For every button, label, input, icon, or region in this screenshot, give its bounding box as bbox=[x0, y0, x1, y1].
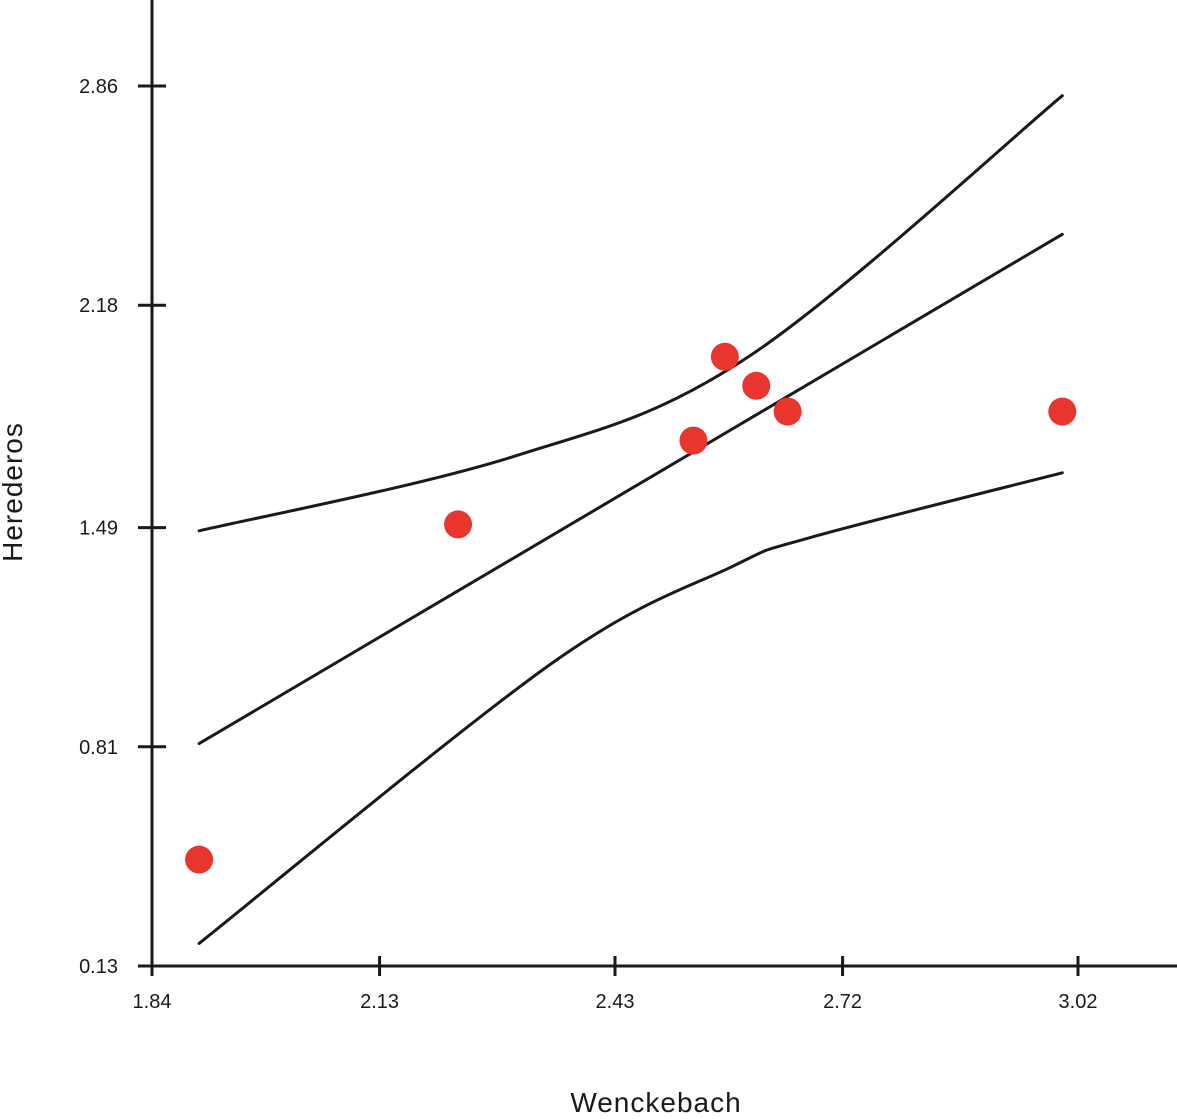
x-axis-title: Wenckebach bbox=[570, 1087, 741, 1118]
y-tick-label: 0.81 bbox=[79, 737, 118, 759]
band-lines bbox=[197, 94, 1064, 945]
y-tick-label: 2.18 bbox=[79, 295, 118, 317]
y-tick-label: 0.13 bbox=[79, 956, 118, 978]
x-ticks: 1.84 2.13 2.43 2.72 3.02 bbox=[133, 956, 1098, 1013]
data-point bbox=[444, 510, 473, 539]
data-points bbox=[185, 342, 1077, 874]
axes bbox=[150, 0, 1177, 968]
data-point bbox=[710, 342, 739, 371]
x-tick-label: 2.43 bbox=[596, 991, 635, 1013]
data-point bbox=[185, 845, 214, 874]
fit-line bbox=[197, 232, 1064, 746]
data-point bbox=[773, 397, 802, 426]
data-point bbox=[1048, 397, 1077, 426]
x-tick-label: 1.84 bbox=[133, 991, 172, 1013]
x-tick-label: 3.02 bbox=[1059, 991, 1098, 1013]
x-tick-label: 2.13 bbox=[360, 991, 399, 1013]
upper-band-line bbox=[197, 94, 1064, 533]
y-ticks: 0.13 0.81 1.49 2.18 2.86 bbox=[79, 76, 166, 978]
y-tick-label: 2.86 bbox=[79, 76, 118, 98]
lower-band-line bbox=[197, 471, 1064, 945]
y-axis-title: Herederos bbox=[0, 422, 28, 562]
data-point bbox=[742, 371, 771, 400]
x-tick-label: 2.72 bbox=[823, 991, 862, 1013]
data-point bbox=[679, 426, 708, 455]
y-tick-label: 1.49 bbox=[79, 518, 118, 540]
